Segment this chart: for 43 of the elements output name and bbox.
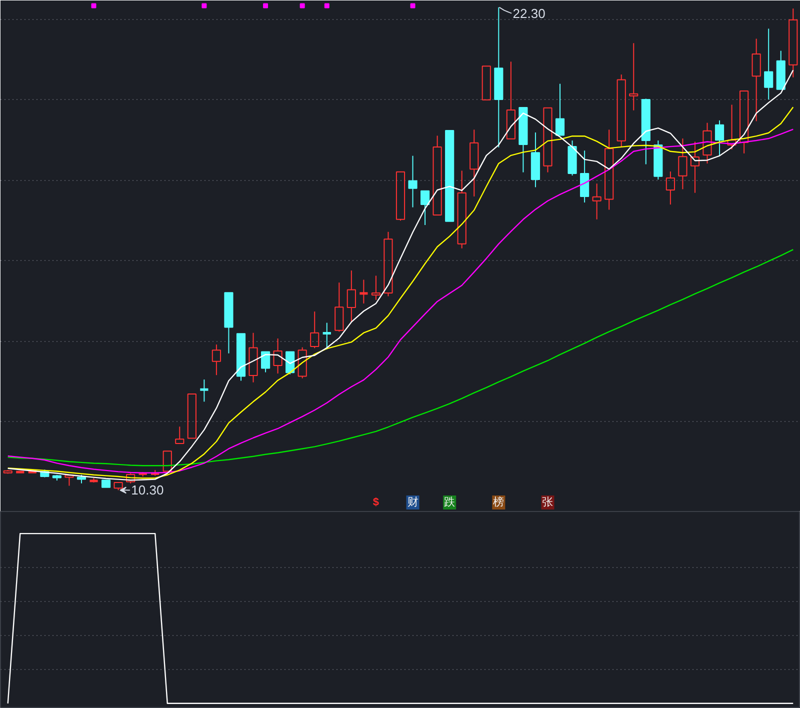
candlestick [666, 171, 675, 205]
candlestick [470, 129, 479, 197]
candlestick [776, 50, 786, 90]
annotation: 榜 [493, 496, 504, 508]
candlestick [580, 150, 590, 203]
candlestick [629, 42, 638, 111]
candlestick [322, 322, 332, 350]
candlestick [555, 83, 565, 136]
candlestick [788, 8, 798, 78]
annotation: 财 [407, 496, 418, 508]
annotation: 22.30 [512, 6, 546, 21]
candlestick [248, 332, 258, 383]
candlestick [224, 292, 234, 354]
candlestick [187, 394, 196, 439]
candlestick [506, 61, 516, 140]
candlestick [740, 90, 749, 154]
candlestick [530, 132, 540, 188]
candlestick [346, 270, 356, 323]
annotation: 10.30 [131, 482, 164, 498]
annotation: $ [372, 496, 380, 508]
candlestick [494, 6, 504, 148]
candlestick [358, 279, 369, 304]
annotation: 张 [542, 496, 554, 508]
candlestick [592, 183, 602, 220]
candlestick [162, 450, 172, 472]
candlestick [604, 129, 614, 210]
candlestick [420, 190, 430, 226]
candlestick [175, 426, 184, 444]
candlestick [518, 107, 528, 173]
candlestick [198, 379, 210, 402]
candlestick [690, 141, 700, 194]
candlestick [101, 480, 111, 488]
candlestick [432, 135, 442, 216]
candlestick [764, 28, 774, 100]
candlestick [445, 130, 454, 222]
candlestick [482, 66, 491, 100]
candlestick [273, 338, 282, 374]
candlestick [752, 38, 761, 122]
candlestick [371, 275, 381, 300]
candlestick [543, 107, 552, 173]
annotation: 跌 [444, 496, 456, 508]
candlestick [678, 138, 688, 190]
candlestick [408, 155, 418, 208]
